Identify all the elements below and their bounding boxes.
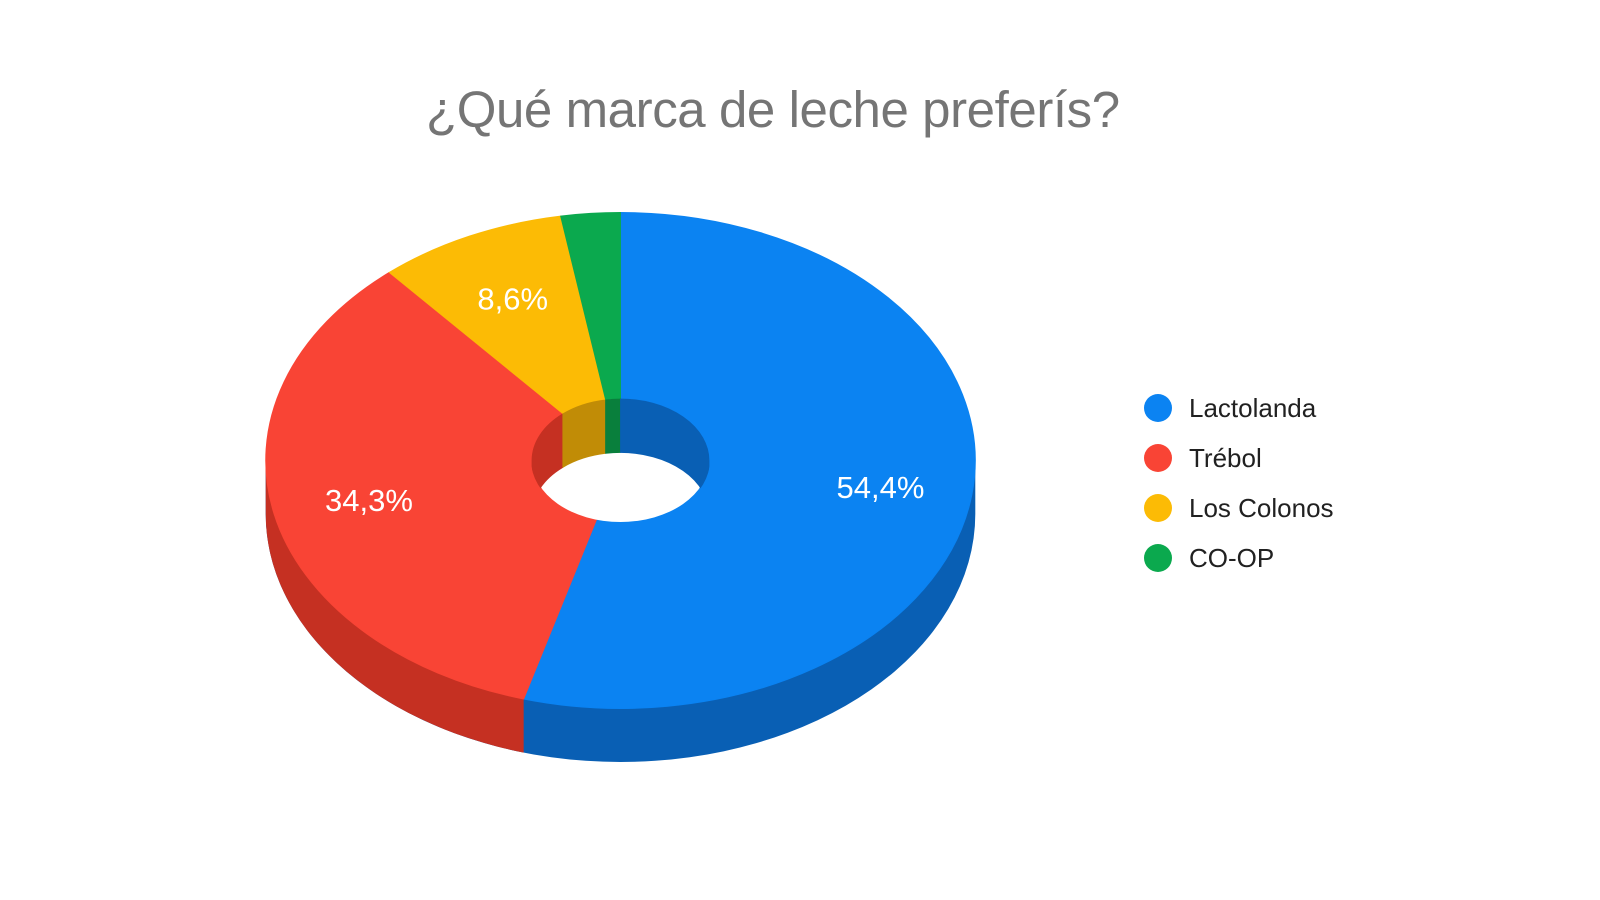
svg-text:34,3%: 34,3% xyxy=(325,483,413,518)
svg-text:54,4%: 54,4% xyxy=(837,470,925,505)
svg-text:8,6%: 8,6% xyxy=(477,282,548,317)
